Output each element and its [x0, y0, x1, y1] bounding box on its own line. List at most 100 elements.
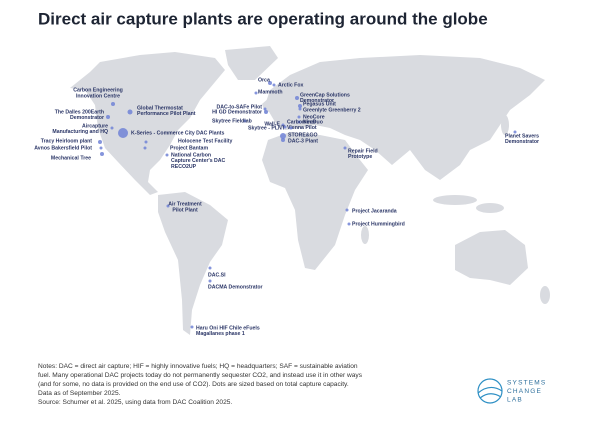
plant-dot	[99, 146, 103, 150]
plant-label: Arctic Fox	[278, 82, 303, 88]
plant-dot	[268, 81, 272, 85]
plant-label: Aircapture	[82, 123, 108, 129]
plant-label: Carbominer	[287, 119, 316, 125]
notes: Notes: DAC = direct air capture; HIF = h…	[38, 363, 363, 406]
plant-dot	[208, 266, 212, 270]
land	[158, 192, 228, 335]
plant-dot	[166, 204, 170, 208]
plant-dot	[513, 130, 517, 134]
plant-label: Project Jacaranda	[352, 208, 397, 214]
plant-label: DAC.SI	[208, 272, 226, 278]
land	[265, 55, 545, 180]
plant-dot	[297, 115, 301, 119]
plant-label: Planet Savers	[505, 133, 539, 139]
land	[262, 132, 368, 270]
plant-label: Orca	[258, 77, 270, 83]
plant-label: Demonstrator	[300, 98, 334, 104]
logo-text: CHANGE	[507, 388, 542, 395]
plant-label: Vienna Pilot	[287, 125, 317, 131]
plant-dot	[264, 110, 268, 114]
plant-label: Manufacturing and HQ	[52, 129, 108, 135]
note-line: Source: Schumer et al. 2025, using data …	[38, 399, 232, 406]
plant-label: Performance Pilot Plant	[137, 111, 196, 117]
note-line: (and for some, no data is provided on th…	[38, 381, 349, 388]
logo-mark	[479, 393, 502, 399]
plant-dot	[281, 123, 285, 127]
plant-label: Skytree - PLNT	[248, 125, 286, 131]
plant-label: K-Series - Commerce City DAC Plants	[131, 130, 225, 136]
logo-mark	[477, 386, 503, 394]
plant-label: HI GD Demonstrator	[212, 109, 262, 115]
land	[361, 226, 369, 244]
plant-dot	[254, 91, 258, 95]
plant-dot	[127, 109, 133, 115]
plant-label: Project Hummingbird	[352, 221, 405, 227]
plant-dot	[110, 126, 114, 130]
plant-label: Demonstrator	[505, 139, 539, 145]
plant-dot	[106, 115, 110, 119]
world-map	[70, 46, 550, 335]
plant-dot	[100, 152, 104, 156]
plant-label: Holocene Test Facility	[178, 138, 233, 144]
plant-dot	[98, 140, 102, 144]
land	[501, 115, 509, 135]
logo-text: LAB	[507, 397, 523, 404]
plant-dot	[280, 133, 286, 139]
plant-label: DAC-3 Plant	[288, 138, 318, 144]
note-line: Data as of September 2025.	[38, 390, 121, 397]
land	[540, 286, 550, 304]
land	[70, 52, 225, 195]
plant-dot	[263, 107, 267, 111]
land	[455, 230, 528, 285]
plant-dot	[343, 146, 347, 150]
note-line: fuel. Many operational DAC projects toda…	[38, 372, 363, 379]
logo-text: SYSTEMS	[507, 380, 546, 387]
plant-dot	[347, 222, 351, 226]
plant-label: Global Thermostat	[137, 105, 183, 111]
plant-label: Avnos Bakersfield Pilot	[34, 145, 92, 151]
plant-label: Project Bantam	[170, 145, 208, 151]
plant-dot	[298, 104, 302, 108]
plant-label: NeoCore	[303, 114, 325, 120]
plant-label: Mechanical Tree	[51, 155, 91, 161]
plant-label: Tracy Heirloom plant	[41, 138, 93, 144]
logo	[477, 378, 503, 404]
plant-label: STORE&GO	[288, 132, 318, 138]
plant-label: Wall-E	[264, 121, 280, 127]
plant-label: Air Treatment	[168, 201, 202, 207]
plant-dot	[144, 140, 148, 144]
plant-label: RECO2UP	[171, 164, 197, 170]
plant-dot	[208, 279, 212, 283]
land	[225, 46, 278, 80]
plant-label: Mammoth	[258, 89, 283, 95]
plant-label: NeoDuo	[303, 119, 323, 125]
plant-dot	[283, 125, 287, 129]
plant-dot	[118, 128, 128, 138]
plant-dot	[143, 146, 147, 150]
plant-label: Magallanes phase 1	[196, 331, 245, 337]
plant-dot	[297, 120, 301, 124]
land	[476, 203, 504, 213]
plant-label: GreenCap Solutions	[300, 92, 350, 98]
plant-label: Capture Center's DAC	[171, 158, 226, 164]
plant-label: Innovation Centre	[76, 93, 120, 99]
plant-label: Pegasus Unit	[303, 101, 336, 107]
plant-dot	[345, 208, 349, 212]
plant-label: Greenlyte Greenberry 2	[303, 107, 361, 113]
plant-label: DACMA Demonstrator	[208, 284, 263, 290]
plant-label: Demonstrator	[70, 115, 104, 121]
plant-label: DAC-to-SAFe Pilot	[216, 104, 262, 110]
plant-dot	[190, 325, 194, 329]
plant-dot	[298, 107, 302, 111]
plant-label: Pilot Plant	[172, 207, 198, 213]
plant-label: Carbon Engineering	[73, 87, 123, 93]
plant-dot	[272, 83, 276, 87]
plant-dot	[281, 138, 285, 142]
plant-dot	[111, 102, 115, 106]
plant-dot	[289, 126, 293, 130]
note-line: Notes: DAC = direct air capture; HIF = h…	[38, 363, 358, 370]
plant-dot	[165, 153, 169, 157]
plant-label: National Carbon	[171, 152, 211, 158]
